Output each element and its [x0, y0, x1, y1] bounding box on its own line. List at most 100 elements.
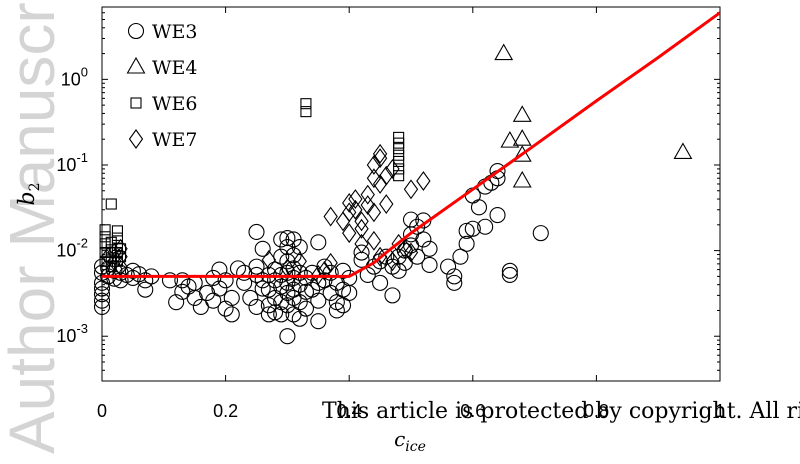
we6-point-23	[393, 143, 405, 155]
x-tick-label-0: 0	[97, 401, 107, 421]
we6-point-22	[393, 149, 405, 161]
we7-point-34	[385, 158, 400, 179]
we3-point-128	[452, 248, 469, 265]
we7-point-8	[292, 251, 307, 272]
we3-point-83	[297, 283, 314, 300]
we3-point-109	[378, 248, 395, 265]
we7-point-9	[311, 264, 326, 285]
we7-point-1	[107, 251, 122, 272]
y-tick-base: 10	[56, 241, 76, 261]
we3-point-17	[137, 281, 154, 298]
we3-point-69	[279, 328, 296, 345]
y-tick-base: 10	[61, 69, 81, 89]
we7-point-28	[372, 148, 388, 169]
we3-point-53	[266, 272, 284, 289]
we3-point-140	[501, 266, 518, 283]
legend-label-we6: WE6	[152, 93, 198, 115]
we3-point-120	[409, 248, 426, 265]
we7-point-26	[366, 155, 382, 175]
we3-point-129	[458, 235, 475, 252]
x-axis-title: cice	[394, 427, 426, 455]
we3-point-126	[446, 274, 463, 291]
we3-point-89	[310, 292, 327, 309]
we3-point-40	[242, 289, 259, 306]
we7-point-29	[372, 143, 388, 164]
we7-point-14	[342, 223, 357, 244]
we4-point-4	[512, 145, 532, 162]
we3-point-123	[421, 240, 438, 257]
we6-point-13	[111, 232, 123, 244]
we4-point-5	[512, 170, 532, 188]
we7-point-20	[354, 218, 369, 239]
we7-point-25	[366, 202, 382, 223]
we3-point-77	[291, 239, 308, 256]
we3-point-142	[532, 225, 549, 242]
we3-point-46	[254, 272, 271, 289]
we3-point-127	[446, 268, 463, 285]
we3-point-47	[254, 280, 271, 297]
x-axis-title-sub: ice	[405, 439, 426, 455]
we7-point-39	[403, 242, 419, 263]
we7-point-27	[366, 168, 382, 189]
we3-point-90	[310, 313, 327, 330]
we7-point-19	[354, 233, 369, 254]
legend-marker-we6	[130, 97, 142, 109]
we3-point-34	[217, 272, 234, 289]
we3-point-130	[458, 222, 475, 239]
we3-point-71	[285, 247, 302, 264]
we3-point-121	[415, 231, 432, 248]
watermark-bottom-text: This article is protected by copyright. …	[322, 399, 800, 424]
we7-point-15	[342, 202, 357, 223]
x-tick-label-1: 0.2	[213, 401, 238, 421]
we6-point-9	[105, 198, 117, 210]
legend: WE3 WE4 WE6 WE7	[126, 21, 198, 151]
we7-point-24	[366, 230, 382, 251]
we7-point-23	[360, 184, 375, 205]
we7-point-31	[372, 174, 388, 194]
we7-point-11	[323, 252, 338, 273]
we3-point-16	[131, 266, 148, 283]
y-tick-exponent: -2	[76, 236, 88, 251]
legend-marker-we4	[126, 56, 146, 74]
y-axis-title-main: b	[15, 191, 40, 205]
we3-point-94	[322, 284, 339, 302]
we3-point-119	[409, 218, 426, 235]
we6-point-4	[99, 224, 111, 236]
we6-point-24	[393, 137, 405, 149]
x-tick-label-2: 0.4	[337, 401, 362, 421]
we3-point-45	[254, 240, 271, 257]
we3-point-62	[279, 230, 296, 247]
we3-point-65	[279, 264, 296, 281]
we3-point-49	[260, 281, 277, 298]
we3-point-103	[353, 244, 370, 261]
x-tick-label-4: 0.8	[584, 401, 609, 421]
we3-point-21	[168, 294, 185, 311]
legend-marker-we7	[128, 129, 144, 149]
we3-point-139	[489, 207, 506, 224]
we3-point-125	[440, 258, 457, 275]
svg-text:b2: b2	[15, 182, 43, 205]
we7-point-38	[403, 179, 419, 200]
we7-point-5	[113, 238, 128, 259]
we7-point-10	[317, 260, 332, 281]
we7-point-17	[348, 199, 363, 220]
we3-point-87	[310, 234, 327, 251]
we3-point-112	[390, 262, 407, 279]
we7-point-35	[385, 251, 400, 272]
we3-point-23	[174, 272, 191, 289]
we3-point-51	[260, 306, 277, 323]
y-tick-exponent: -1	[76, 150, 88, 165]
we7-point-33	[379, 165, 394, 186]
we3-point-124	[421, 256, 438, 273]
we3-point-111	[384, 287, 401, 304]
we6-point-20	[393, 163, 405, 175]
we3-point-78	[291, 264, 308, 281]
we7-point-12	[323, 206, 338, 227]
we7-point-4	[113, 246, 128, 267]
we7-point-0	[101, 246, 116, 267]
x-axis-title-main: c	[394, 427, 405, 451]
plot-area	[101, 6, 721, 382]
y-tick-exponent: -3	[76, 321, 88, 336]
we3-point-32	[211, 280, 228, 297]
